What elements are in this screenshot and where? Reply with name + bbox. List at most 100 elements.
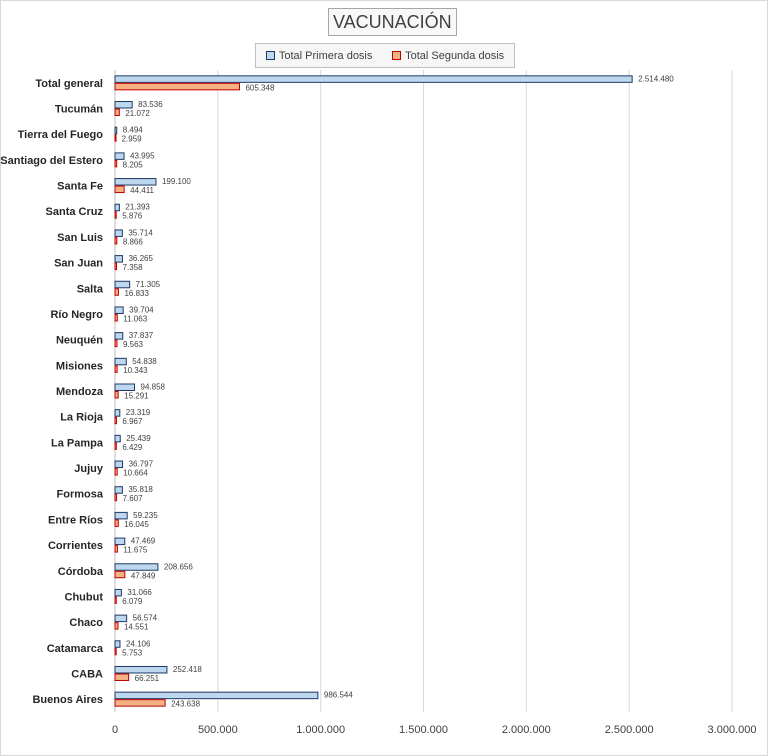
category-label-2: Tierra del Fuego <box>18 129 104 141</box>
data-label-segunda-16: 7.607 <box>123 494 144 503</box>
x-tick-label-0: 0 <box>112 724 118 736</box>
bar-primera-13 <box>114 409 121 417</box>
data-label-primera-21: 56.574 <box>133 614 158 623</box>
data-label-primera-12: 94.858 <box>141 383 166 392</box>
legend-swatch-primera <box>265 51 275 60</box>
data-label-primera-17: 59.235 <box>133 511 158 520</box>
data-label-segunda-2: 2.959 <box>122 135 143 144</box>
category-label-22: Catamarca <box>47 643 104 655</box>
data-label-segunda-22: 5.753 <box>122 648 143 657</box>
data-label-primera-15: 36.797 <box>129 460 154 469</box>
bar-segunda-13 <box>114 416 117 425</box>
bar-primera-1 <box>114 101 133 109</box>
x-tick-label-4: 2.000.000 <box>502 724 551 736</box>
legend-label-segunda: Total Segunda dosis <box>405 49 505 62</box>
bar-segunda-19 <box>114 570 126 579</box>
bar-segunda-1 <box>114 108 120 117</box>
data-label-primera-5: 21.393 <box>125 203 150 212</box>
data-label-segunda-21: 14.551 <box>124 623 149 632</box>
data-label-segunda-8: 16.833 <box>124 289 149 298</box>
data-label-segunda-17: 16.045 <box>124 520 149 529</box>
data-label-segunda-14: 6.429 <box>122 443 143 452</box>
data-label-primera-13: 23.319 <box>126 408 151 417</box>
x-tick-label-6: 3.000.000 <box>708 724 757 736</box>
bar-primera-10 <box>114 332 124 340</box>
data-label-primera-23: 252.418 <box>173 665 202 674</box>
data-label-primera-16: 35.818 <box>128 485 153 494</box>
bar-primera-19 <box>114 563 159 571</box>
bar-segunda-14 <box>114 442 117 450</box>
data-label-primera-24: 986.544 <box>324 691 353 700</box>
bar-segunda-16 <box>114 493 118 502</box>
bar-primera-6 <box>114 229 123 237</box>
bar-primera-8 <box>114 280 131 289</box>
bar-primera-2 <box>114 126 118 135</box>
bar-segunda-9 <box>114 313 118 322</box>
category-label-23: CABA <box>71 668 103 680</box>
bar-primera-15 <box>114 460 124 469</box>
bar-segunda-22 <box>114 647 117 656</box>
category-label-19: Córdoba <box>58 566 104 578</box>
category-label-10: Neuquén <box>56 335 103 347</box>
bar-primera-3 <box>114 152 125 160</box>
x-tick-label-3: 1.500.000 <box>399 724 448 736</box>
legend-entry-primera: Total Primera dosis <box>265 49 373 62</box>
bar-primera-23 <box>114 665 168 674</box>
data-label-primera-9: 39.704 <box>129 305 154 314</box>
bar-segunda-15 <box>114 468 118 476</box>
bar-segunda-11 <box>114 365 118 373</box>
bar-primera-7 <box>114 255 123 263</box>
data-label-primera-2: 8.494 <box>123 126 144 135</box>
category-label-6: San Luis <box>57 232 103 244</box>
bar-segunda-17 <box>114 519 119 527</box>
data-label-primera-3: 43.995 <box>130 151 155 160</box>
category-label-5: Santa Cruz <box>46 206 104 218</box>
data-label-segunda-4: 44.411 <box>130 186 154 195</box>
bar-primera-20 <box>114 588 122 597</box>
bar-segunda-18 <box>114 545 118 553</box>
category-label-24: Buenos Aires <box>32 694 103 706</box>
bar-primera-21 <box>114 614 128 623</box>
category-label-14: La Pampa <box>51 437 104 449</box>
x-tick-label-2: 1.000.000 <box>296 724 345 736</box>
bar-primera-16 <box>114 486 123 494</box>
data-label-primera-18: 47.469 <box>131 537 156 546</box>
data-label-segunda-18: 11.675 <box>123 546 147 555</box>
data-label-segunda-15: 10.664 <box>123 469 148 478</box>
data-label-primera-22: 24.106 <box>126 639 151 648</box>
legend-entry-segunda: Total Segunda dosis <box>392 50 504 62</box>
bar-segunda-20 <box>114 596 117 604</box>
data-label-segunda-3: 8.205 <box>123 160 144 169</box>
data-label-primera-4: 199.100 <box>162 177 191 186</box>
bar-primera-5 <box>114 203 120 212</box>
category-label-21: Chaco <box>69 617 103 629</box>
data-label-segunda-24: 243.638 <box>171 700 200 709</box>
bar-primera-9 <box>114 306 124 314</box>
category-label-13: La Rioja <box>60 412 104 424</box>
data-label-segunda-6: 8.866 <box>123 237 144 246</box>
data-label-segunda-12: 15.291 <box>124 392 149 401</box>
data-label-primera-6: 35.714 <box>128 228 153 237</box>
data-label-segunda-19: 47.849 <box>131 571 156 580</box>
data-label-primera-19: 208.656 <box>164 562 193 571</box>
bar-segunda-5 <box>114 211 117 219</box>
data-label-primera-11: 54.838 <box>132 357 157 366</box>
bar-segunda-10 <box>114 339 118 348</box>
category-label-18: Corrientes <box>48 540 103 552</box>
category-label-16: Formosa <box>57 489 104 501</box>
category-label-3: Santiago del Estero <box>0 155 103 167</box>
category-label-4: Santa Fe <box>57 181 103 193</box>
data-label-segunda-23: 66.251 <box>135 674 160 683</box>
bar-primera-24 <box>114 691 319 700</box>
bar-segunda-4 <box>114 185 125 194</box>
category-label-12: Mendoza <box>56 386 104 398</box>
category-label-0: Total general <box>35 78 103 90</box>
legend-label-primera: Total Primera dosis <box>278 49 373 62</box>
bar-segunda-21 <box>114 622 119 630</box>
bar-primera-17 <box>114 511 128 520</box>
category-label-11: Misiones <box>56 360 103 372</box>
data-label-primera-10: 37.837 <box>129 331 154 340</box>
data-label-segunda-13: 6.967 <box>122 417 143 426</box>
